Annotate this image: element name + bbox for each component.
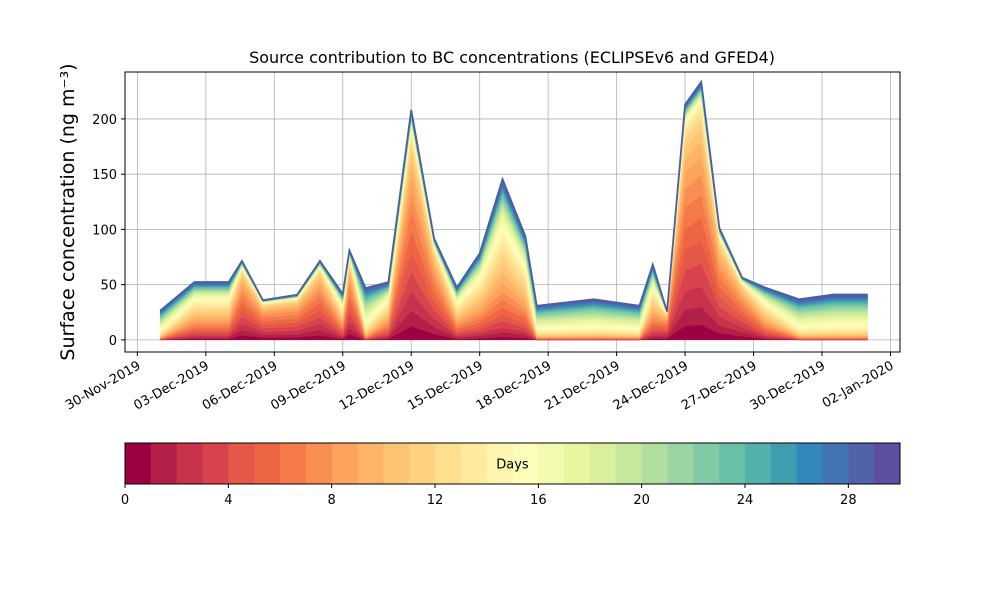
colorbar-cell bbox=[719, 443, 746, 484]
colorbar-cell bbox=[280, 443, 307, 484]
colorbar-cell bbox=[486, 443, 513, 484]
colorbar-cell bbox=[641, 443, 668, 484]
colorbar-cell bbox=[331, 443, 358, 484]
colorbar-tick-label: 28 bbox=[840, 493, 857, 508]
colorbar-tick-label: 8 bbox=[328, 493, 336, 508]
colorbar-cell bbox=[357, 443, 384, 484]
colorbar-cell bbox=[745, 443, 772, 484]
y-tick-label: 100 bbox=[92, 223, 117, 238]
colorbar-cell bbox=[564, 443, 591, 484]
colorbar-cell bbox=[383, 443, 410, 484]
colorbar-cell bbox=[512, 443, 539, 484]
colorbar-tick-label: 4 bbox=[224, 493, 232, 508]
colorbar-cell bbox=[254, 443, 281, 484]
colorbar-tick-label: 0 bbox=[121, 493, 129, 508]
colorbar-cell bbox=[228, 443, 255, 484]
colorbar-cell bbox=[615, 443, 643, 484]
colorbar-cell bbox=[435, 443, 462, 484]
colorbar-cell bbox=[770, 443, 798, 484]
colorbar-tick-label: 12 bbox=[427, 493, 444, 508]
y-tick-label: 0 bbox=[109, 334, 117, 349]
colorbar-cell bbox=[538, 443, 565, 484]
colorbar-cell bbox=[590, 443, 617, 484]
plot-frame bbox=[124, 71, 901, 353]
colorbar-cell bbox=[874, 443, 901, 484]
colorbar-label: Days bbox=[496, 458, 529, 473]
colorbar-cell bbox=[125, 443, 152, 484]
colorbar-frame bbox=[124, 442, 901, 485]
y-axis-label: Surface concentration (ng m⁻³) bbox=[57, 63, 79, 360]
y-tick-label: 50 bbox=[100, 279, 117, 294]
colorbar-cell bbox=[848, 443, 875, 484]
colorbar-cell bbox=[202, 443, 229, 484]
colorbar-cell bbox=[822, 443, 849, 484]
colorbar-cell bbox=[460, 443, 488, 484]
colorbar-cell bbox=[409, 443, 436, 484]
y-tick-label: 200 bbox=[92, 113, 117, 128]
total-outline bbox=[159, 79, 868, 312]
colorbar-tick-label: 20 bbox=[633, 493, 650, 508]
colorbar-cell bbox=[176, 443, 203, 484]
colorbar-tick-label: 24 bbox=[737, 493, 754, 508]
colorbar-tick-label: 16 bbox=[530, 493, 547, 508]
y-tick-label: 150 bbox=[92, 168, 117, 183]
colorbar-cell bbox=[150, 443, 178, 484]
colorbar-cell bbox=[796, 443, 823, 484]
colorbar-cell bbox=[667, 443, 694, 484]
colorbar-cell bbox=[693, 443, 720, 484]
chart-title: Source contribution to BC concentrations… bbox=[249, 48, 775, 67]
colorbar-cell bbox=[305, 443, 333, 484]
